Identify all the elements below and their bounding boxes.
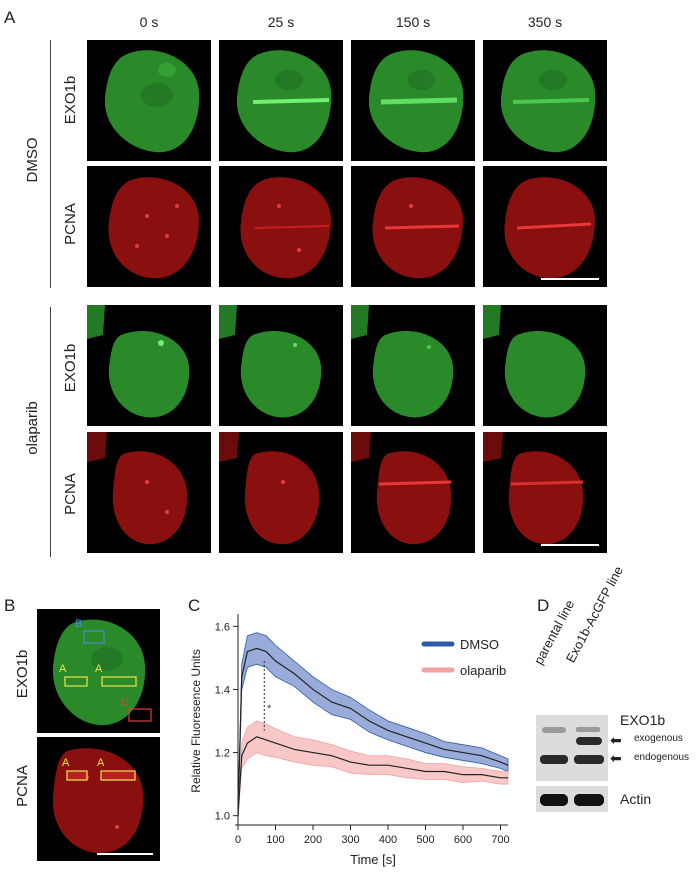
arrow-icon-exogenous: ⬅ <box>610 732 622 748</box>
error-band-olaparib <box>237 720 509 816</box>
micrograph-olaparib-exo1b-25s <box>219 305 343 426</box>
roi-label-a-pcna-right: A <box>97 757 105 769</box>
condition-label-dmso: DMSO <box>24 137 41 183</box>
micrograph-roi-exo1b: B A A C <box>37 609 160 733</box>
panel-b-letter: B <box>4 596 16 615</box>
timepoint-label-2: 150 s <box>395 14 431 30</box>
timepoint-label-0: 0 s <box>139 14 159 30</box>
y-tick-label: 1.0 <box>215 811 230 823</box>
x-tick-label: 500 <box>416 834 434 846</box>
legend-label-olaparib: olaparib <box>460 663 506 678</box>
lane-label-exo1b-acgfp: Exo1b-AcGFP line <box>562 563 627 665</box>
condition-bracket-dmso <box>50 40 51 288</box>
y-tick-label: 1.2 <box>215 748 230 760</box>
x-tick-label: 400 <box>379 834 397 846</box>
timepoint-label-3: 350 s <box>527 14 563 30</box>
loading-control-label: Actin <box>620 791 652 807</box>
micrograph-olaparib-exo1b-150s <box>351 305 475 426</box>
legend-label-DMSO: DMSO <box>460 637 499 652</box>
error-band-DMSO <box>237 632 509 816</box>
micrograph-olaparib-pcna-0s <box>87 432 211 553</box>
y-tick-label: 1.4 <box>215 684 230 696</box>
panel-d-letter: D <box>537 596 550 615</box>
significance-asterisk: * <box>267 704 271 715</box>
panel-c-letter: C <box>188 596 201 615</box>
condition-bracket-olaparib <box>50 307 51 557</box>
x-tick-label: 300 <box>341 834 359 846</box>
y-axis-label: Relative Fluoresence Units <box>189 649 203 792</box>
micrograph-olaparib-pcna-350s <box>483 432 607 553</box>
roi-label-a-pcna-left: A <box>62 757 70 769</box>
micrograph-dmso-pcna-350s <box>483 166 607 287</box>
x-axis-label: Time [s] <box>350 852 396 867</box>
roi-label-a-right: A <box>95 663 103 675</box>
arrow-icon-endogenous: ⬅ <box>610 750 622 766</box>
band-label-endogenous: endogenous <box>634 752 690 763</box>
micrograph-dmso-pcna-150s <box>351 166 475 287</box>
micrograph-olaparib-pcna-150s <box>351 432 475 553</box>
channel-label-exo1b-dmso: EXO1b <box>62 75 79 125</box>
micrograph-dmso-pcna-0s <box>87 166 211 287</box>
condition-label-olaparib: olaparib <box>24 401 41 455</box>
panel-a-letter: A <box>4 8 16 27</box>
x-tick-label: 100 <box>266 834 284 846</box>
fluorescence-chart: 1.0 1.2 1.4 1.6 0 100 200 300 400 500 600 700 Time [… <box>189 614 510 867</box>
blot-target-label: EXO1b <box>620 712 666 728</box>
channel-label-pcna-dmso: PCNA <box>62 203 79 245</box>
micrograph-olaparib-exo1b-350s <box>483 305 607 426</box>
micrograph-dmso-exo1b-150s <box>351 40 475 161</box>
x-tick-label: 700 <box>491 834 509 846</box>
y-tick-label: 1.6 <box>215 621 230 633</box>
channel-label-exo1b-olaparib: EXO1b <box>62 343 79 393</box>
micrograph-dmso-exo1b-350s <box>483 40 607 161</box>
micrograph-dmso-exo1b-25s <box>219 40 343 161</box>
panel-b-channel-pcna: PCNA <box>14 765 31 807</box>
micrograph-dmso-pcna-25s <box>219 166 343 287</box>
timepoint-label-1: 25 s <box>267 14 295 30</box>
micrograph-olaparib-exo1b-0s <box>87 305 211 426</box>
roi-label-b: B <box>75 618 83 630</box>
panel-b-channel-exo1b: EXO1b <box>14 649 31 699</box>
western-blot-actin <box>536 786 608 812</box>
roi-label-c: C <box>121 697 129 709</box>
channel-label-pcna-olaparib: PCNA <box>62 473 79 515</box>
micrograph-olaparib-pcna-25s <box>219 432 343 553</box>
series-line-olaparib <box>237 736 508 816</box>
roi-label-a-left: A <box>59 663 67 675</box>
micrograph-dmso-exo1b-0s <box>87 40 211 161</box>
band-label-exogenous: exogenous <box>634 733 683 744</box>
series-line-DMSO <box>237 647 509 816</box>
x-tick-label: 0 <box>235 834 241 846</box>
x-tick-label: 600 <box>454 834 472 846</box>
western-blot-exo1b <box>536 715 608 781</box>
x-tick-label: 200 <box>304 834 322 846</box>
micrograph-roi-pcna: A A <box>37 737 160 861</box>
